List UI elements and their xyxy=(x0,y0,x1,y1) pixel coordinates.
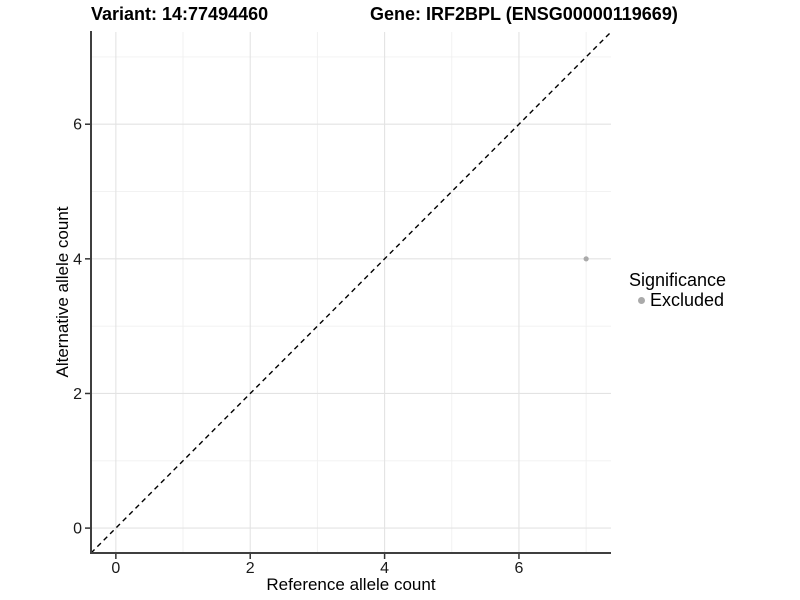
legend: Significance Excluded xyxy=(629,271,726,310)
x-tick-label: 6 xyxy=(515,560,524,577)
identity-reference-line xyxy=(90,31,612,554)
legend-item-label: Excluded xyxy=(650,290,725,310)
y-tick-label: 4 xyxy=(73,251,82,268)
y-tick-label: 2 xyxy=(73,386,82,403)
plot-title-gene: Gene: IRF2BPL (ENSG00000119669) xyxy=(370,4,678,24)
x-tick-label: 0 xyxy=(111,560,120,577)
y-tick-label: 0 xyxy=(73,521,82,538)
legend-item-excluded: Excluded xyxy=(629,291,726,310)
legend-title: Significance xyxy=(629,270,727,290)
x-tick-label: 2 xyxy=(246,560,255,577)
excluded-point-icon xyxy=(638,297,645,304)
x-tick-label: 4 xyxy=(380,560,389,577)
data-point-excluded xyxy=(583,256,589,262)
x-axis-title: Reference allele count xyxy=(266,575,436,594)
y-tick-label: 6 xyxy=(73,117,82,134)
y-axis-title: Alternative allele count xyxy=(53,206,72,378)
plot-title-variant: Variant: 14:77494460 xyxy=(91,4,269,24)
